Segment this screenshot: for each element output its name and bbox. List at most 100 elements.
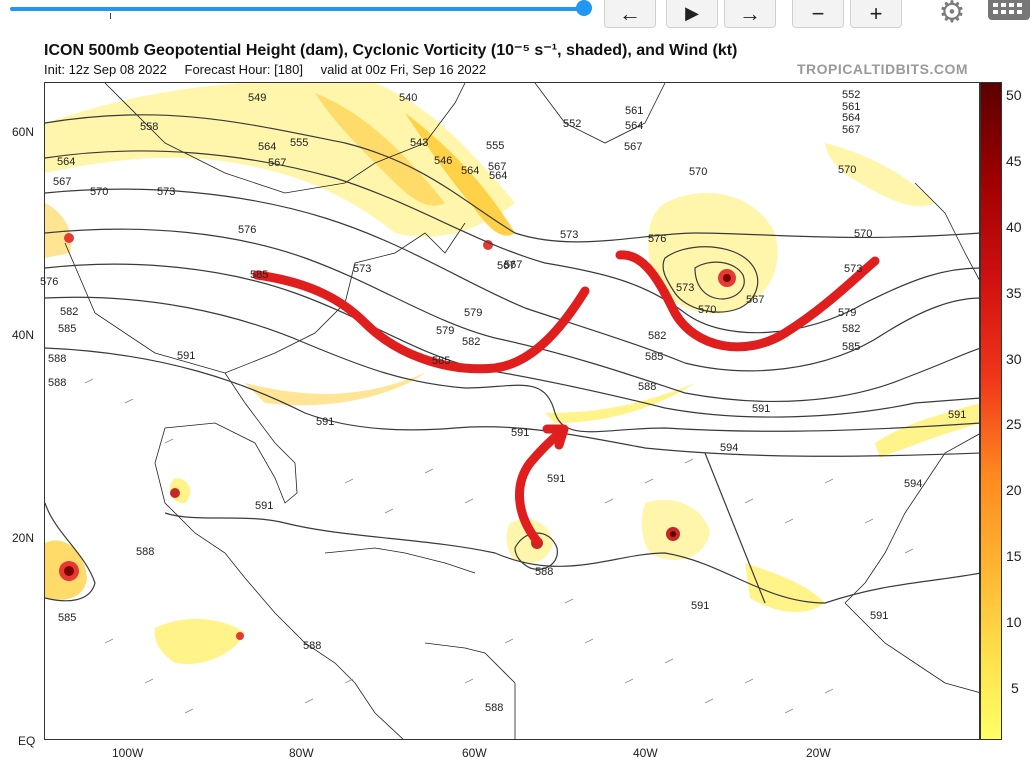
keyboard-icon[interactable]: [988, 0, 1030, 20]
contour-label: 570: [838, 164, 857, 176]
contour-label: 555: [290, 137, 309, 149]
contour-label: 579: [464, 307, 483, 319]
contour-label: 588: [136, 546, 155, 558]
arrow-left-icon: ←: [619, 0, 641, 26]
contour-label: 582: [60, 306, 79, 318]
gear-icon[interactable]: ⚙: [938, 0, 966, 29]
contour-label: 585: [645, 351, 664, 363]
map-subtitle: Init: 12z Sep 08 2022 Forecast Hour: [18…: [44, 62, 500, 77]
contour-label: 585: [432, 355, 451, 367]
contour-label: 594: [720, 442, 739, 454]
weather-map[interactable]: [44, 82, 980, 740]
contour-label: 564: [625, 120, 644, 132]
forecast-slider-thumb[interactable]: [576, 0, 592, 16]
contour-label: 588: [485, 702, 504, 714]
vorticity-colorbar: [980, 82, 1002, 740]
contour-label: 570: [689, 166, 708, 178]
contour-label: 576: [648, 233, 667, 245]
annotation-arrows: [252, 250, 880, 546]
colorbar-tick: 25: [1006, 416, 1022, 432]
contour-label: 561: [842, 101, 861, 113]
contour-label: 564: [842, 112, 861, 124]
lon-label: 80W: [289, 746, 314, 760]
contour-label: 591: [177, 350, 196, 362]
contour-label: 591: [511, 427, 530, 439]
contour-label: 558: [140, 121, 159, 133]
contour-label: 564: [57, 156, 76, 168]
colorbar-tick: 20: [1006, 482, 1022, 498]
contour-label: 570: [698, 304, 717, 316]
contour-label: 567: [746, 294, 765, 306]
play-icon: ▶: [685, 3, 699, 23]
contour-label: 549: [248, 92, 267, 104]
forecast-hour: Forecast Hour: [180]: [184, 62, 304, 77]
contour-label: 567: [268, 157, 287, 169]
contour-label: 579: [436, 325, 455, 337]
colorbar-tick: 30: [1006, 351, 1022, 367]
contour-label: 591: [255, 500, 274, 512]
contour-label: 567: [504, 259, 523, 271]
contour-label: 585: [58, 612, 77, 624]
contour-label: 591: [547, 473, 566, 485]
contour-label: 573: [157, 186, 176, 198]
lat-label: 40N: [12, 328, 35, 342]
arrow-right-icon: →: [739, 0, 761, 26]
contour-label: 561: [625, 105, 644, 117]
contour-label: 585: [58, 323, 77, 335]
contour-label: 576: [40, 276, 59, 288]
zoom-out-button[interactable]: −: [792, 0, 844, 28]
contour-label: 579: [838, 307, 857, 319]
map-canvas: [45, 83, 979, 739]
contour-label: 564: [258, 141, 277, 153]
contour-label: 588: [535, 566, 554, 578]
contour-label: 567: [624, 141, 643, 153]
contour-label: 540: [399, 92, 418, 104]
contour-label: 552: [563, 118, 582, 130]
colorbar-tick: 35: [1006, 285, 1022, 301]
contour-label: 588: [303, 640, 322, 652]
contour-label: 585: [250, 269, 269, 281]
site-credit: TROPICALTIDBITS.COM: [797, 61, 969, 77]
wind-barbs: [84, 378, 914, 714]
init-time: Init: 12z Sep 08 2022: [44, 62, 167, 77]
colorbar-tick: 40: [1006, 219, 1022, 235]
lat-label: 60N: [12, 125, 35, 139]
slider-tick: [110, 13, 111, 19]
colorbar-tick: 10: [1006, 614, 1022, 630]
contour-label: 588: [638, 381, 657, 393]
contour-label: 567: [53, 176, 72, 188]
contour-label: 591: [948, 409, 967, 421]
contour-label: 555: [486, 140, 505, 152]
contour-label: 576: [238, 224, 257, 236]
colorbar-tick: 50: [1006, 87, 1022, 103]
contour-label: 567: [497, 260, 516, 272]
contour-label: 582: [462, 336, 481, 348]
contour-label: 573: [560, 229, 579, 241]
contour-label: 585: [842, 341, 861, 353]
contour-label: 573: [844, 263, 863, 275]
contour-label: 567: [842, 124, 861, 136]
coastlines: [64, 83, 979, 739]
back-button[interactable]: ←: [604, 0, 656, 28]
lon-label: 20W: [806, 746, 831, 760]
colorbar-tick: 5: [1011, 680, 1019, 696]
forecast-slider-track[interactable]: [10, 7, 586, 11]
contour-label: 591: [870, 610, 889, 622]
contour-label: 564: [489, 170, 508, 182]
lon-label: 60W: [462, 746, 487, 760]
contour-label: 588: [48, 377, 67, 389]
contour-label: 591: [691, 600, 710, 612]
contour-label: 591: [752, 403, 771, 415]
contour-label: 573: [676, 282, 695, 294]
play-button[interactable]: ▶: [666, 0, 718, 28]
contour-label: 570: [90, 186, 109, 198]
forward-button[interactable]: →: [724, 0, 776, 28]
contour-label: 594: [904, 478, 923, 490]
contour-label: 582: [648, 330, 667, 342]
lat-label: 20N: [12, 531, 35, 545]
zoom-in-button[interactable]: +: [850, 0, 902, 28]
colorbar-gradient: [981, 83, 1001, 739]
contour-label: 573: [353, 263, 372, 275]
colorbar-tick: 45: [1006, 153, 1022, 169]
cyclone-cores: [59, 233, 736, 640]
